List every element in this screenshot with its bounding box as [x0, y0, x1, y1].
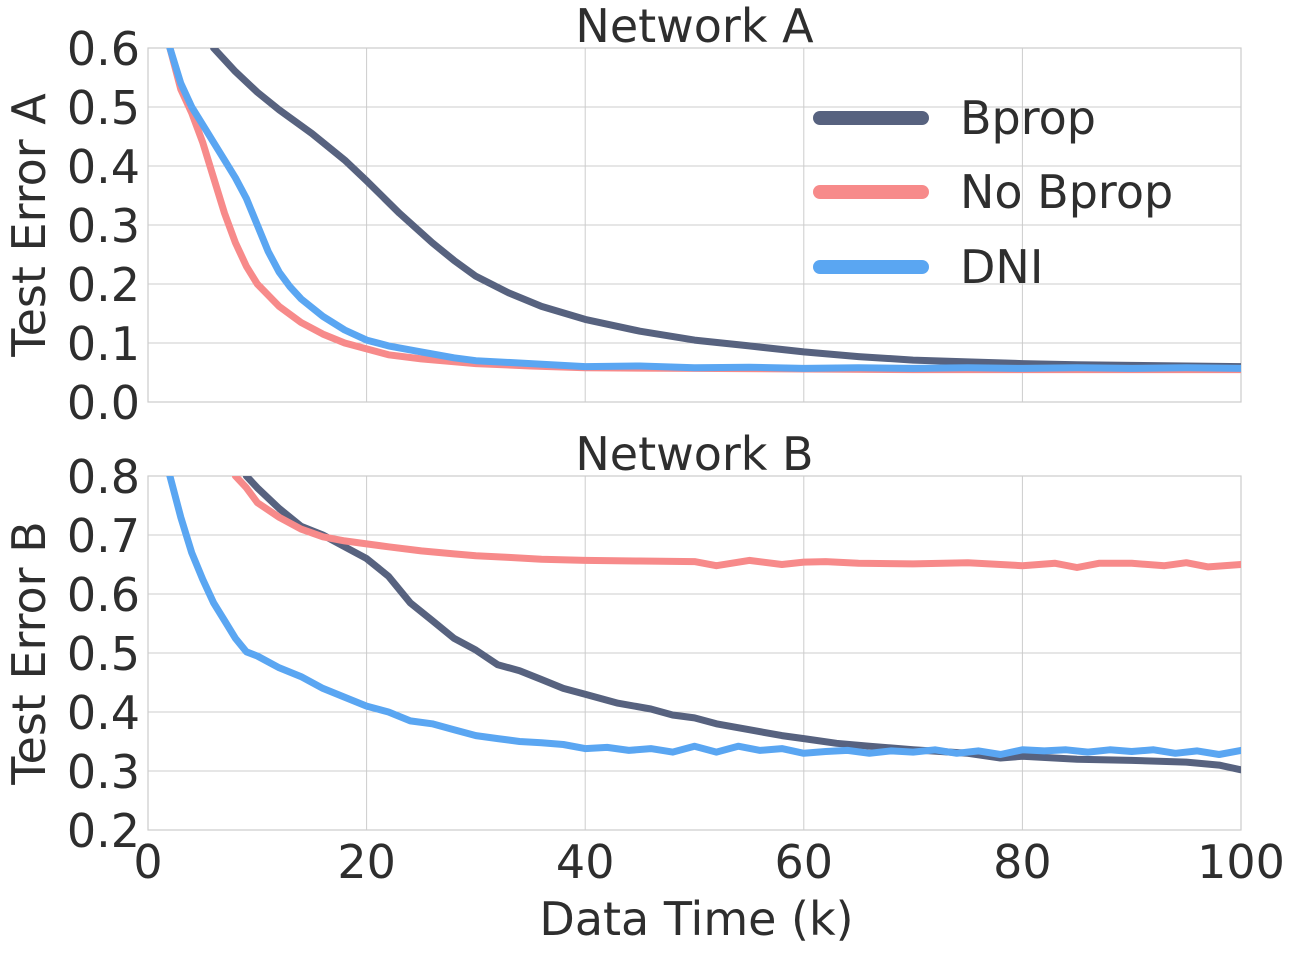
y-axis-label: Test Error B: [2, 521, 56, 786]
legend-label: No Bprop: [960, 165, 1173, 219]
y-tick-label: 0.6: [67, 568, 140, 622]
x-tick-label: 80: [993, 835, 1052, 889]
y-tick-label: 0.5: [67, 627, 140, 681]
y-tick-label: 0.1: [67, 317, 140, 371]
series-line-no-bprop: [231, 476, 1241, 571]
y-tick-label: 0.5: [67, 81, 140, 135]
x-tick-label: 0: [133, 835, 162, 889]
y-tick-label: 0.4: [67, 140, 140, 194]
y-tick-label: 0.6: [67, 22, 140, 76]
x-axis-label: Data Time (k): [539, 892, 853, 946]
plot-frame: [147, 475, 1242, 831]
chart-title: Network A: [575, 0, 814, 53]
y-tick-label: 0.2: [67, 804, 140, 858]
y-tick-label: 0.3: [67, 199, 140, 253]
x-tick-label: 20: [337, 835, 396, 889]
series-line-dni: [166, 476, 1241, 758]
legend-label: DNI: [960, 240, 1043, 294]
x-tick-label: 40: [556, 835, 615, 889]
y-tick-label: 0.0: [67, 376, 140, 430]
panel-network-b: 0.20.30.40.50.60.70.8 Network B Test Error…: [2, 427, 1285, 946]
x-tick-label: 60: [775, 835, 834, 889]
legend-label: Bprop: [960, 91, 1096, 145]
y-tick-label: 0.4: [67, 686, 140, 740]
series-line-dni: [166, 48, 1241, 372]
series-line-bprop: [210, 48, 1241, 371]
x-tick-label: 100: [1197, 835, 1285, 889]
y-tick-label: 0.2: [67, 258, 140, 312]
legend: Bprop No Bprop DNI: [813, 91, 1173, 294]
y-tick-label: 0.3: [67, 745, 140, 799]
series-line-bprop: [242, 476, 1241, 774]
plot-frame: [147, 47, 1242, 403]
y-axis-label: Test Error A: [2, 93, 56, 358]
chart-title: Network B: [575, 427, 813, 481]
y-tick-label: 0.7: [67, 509, 140, 563]
panel-network-a: 0.00.10.20.30.40.50.6 Network A Test Error…: [2, 0, 1242, 430]
y-tick-label: 0.8: [67, 450, 140, 504]
